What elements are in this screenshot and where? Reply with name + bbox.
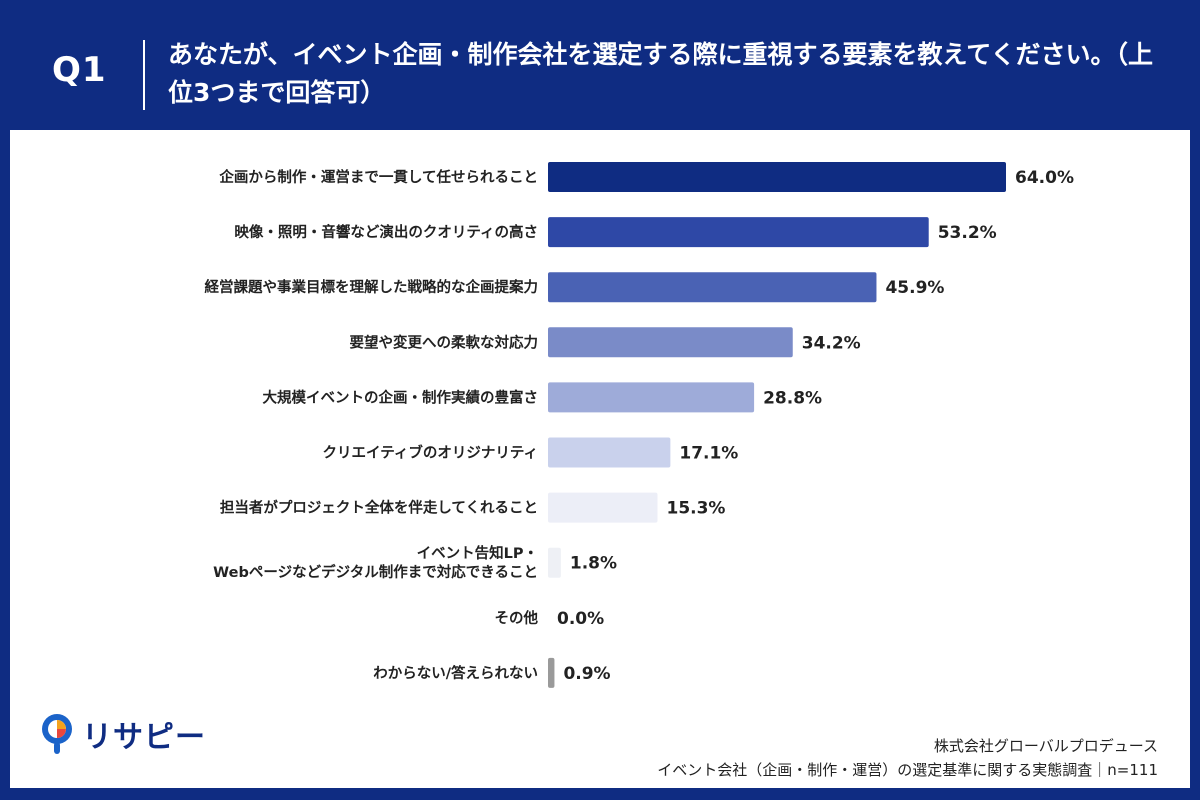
- value-label: 0.0%: [557, 609, 604, 629]
- bar: [548, 547, 561, 578]
- footer-company: 株式会社グローバルプロデュース: [933, 737, 1158, 755]
- category-label: その他: [495, 609, 539, 627]
- logo-text: リサピー: [82, 720, 206, 755]
- value-label: 64.0%: [1015, 168, 1074, 188]
- category-label: イベント告知LP・ Webページなどデジタル制作まで対応できること: [213, 544, 538, 581]
- header-divider: [143, 40, 145, 110]
- value-label: 28.8%: [763, 388, 822, 408]
- category-label: 大規模イベントの企画・制作実績の豊富さ: [263, 388, 539, 406]
- footer-survey-info: イベント会社（企画・制作・運営）の選定基準に関する実態調査｜n=111: [657, 761, 1158, 779]
- category-label: わからない/答えられない: [373, 664, 538, 682]
- value-label: 15.3%: [666, 499, 725, 519]
- question-text: あなたが、イベント企画・制作会社を選定する際に重視する要素を教えてください。（上…: [168, 40, 1154, 107]
- bar-chart: 企画から制作・運営まで一貫して任せられること 64.0% 映像・照明・音響など演出の…: [205, 162, 1074, 688]
- category-label: 経営課題や事業目標を理解した戦略的な企画提案力: [205, 278, 539, 296]
- value-label: 17.1%: [679, 444, 738, 464]
- category-label: 企画から制作・運営まで一貫して任せられること: [218, 168, 538, 186]
- bar: [548, 217, 929, 248]
- value-label: 0.9%: [563, 664, 610, 684]
- category-label: クリエイティブのオリジナリティ: [323, 444, 538, 462]
- value-label: 53.2%: [938, 223, 997, 243]
- bar: [548, 437, 671, 468]
- category-label: 担当者がプロジェクト全体を伴走してくれること: [220, 499, 538, 517]
- header: Q1 あなたが、イベント企画・制作会社を選定する際に重視する要素を教えてください…: [0, 0, 1200, 128]
- footer: 株式会社グローバルプロデュース イベント会社（企画・制作・運営）の選定基準に関す…: [657, 734, 1158, 782]
- bar: [548, 382, 755, 413]
- category-label: 映像・照明・音響など演出のクオリティの高さ: [234, 223, 538, 241]
- category-label: 要望や変更への柔軟な対応力: [350, 333, 539, 351]
- bar: [548, 327, 793, 358]
- value-label: 45.9%: [885, 278, 944, 298]
- question-number: Q1: [52, 50, 107, 90]
- value-label: 1.8%: [570, 554, 617, 574]
- bar: [548, 492, 658, 523]
- risapi-logo-icon: [42, 714, 72, 754]
- bar: [548, 272, 877, 303]
- bar: [548, 657, 555, 688]
- value-label: 34.2%: [802, 333, 861, 353]
- chart-panel: 企画から制作・運営まで一貫して任せられること 64.0% 映像・照明・音響など演出の…: [10, 130, 1190, 788]
- brand-logo: リサピー: [38, 712, 206, 756]
- bar: [548, 162, 1006, 192]
